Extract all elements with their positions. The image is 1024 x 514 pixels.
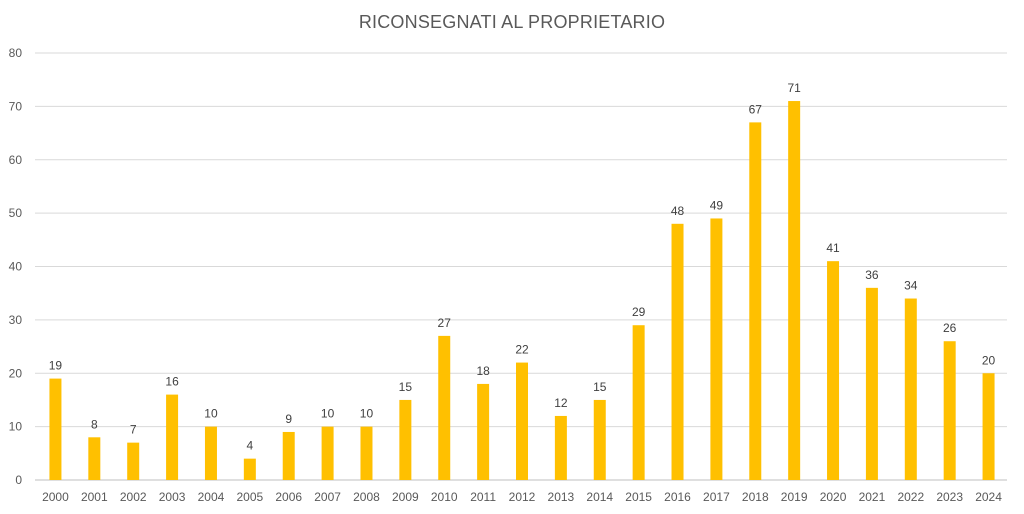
data-label: 9	[285, 412, 292, 426]
y-tick-label: 0	[15, 473, 22, 487]
data-label: 12	[554, 396, 568, 410]
x-tick-label: 2014	[586, 490, 613, 504]
data-label: 10	[360, 407, 374, 421]
x-tick-label: 2009	[392, 490, 419, 504]
x-tick-label: 2021	[859, 490, 886, 504]
x-tick-label: 2002	[120, 490, 147, 504]
bar	[593, 399, 606, 480]
bar	[632, 325, 645, 480]
data-label: 20	[982, 353, 996, 367]
data-label: 67	[749, 102, 763, 116]
data-label: 26	[943, 321, 957, 335]
bar	[127, 442, 140, 480]
y-tick-label: 80	[9, 46, 23, 60]
x-tick-label: 2005	[236, 490, 263, 504]
bar	[671, 223, 684, 481]
x-tick-label: 2000	[42, 490, 69, 504]
bar	[943, 341, 956, 480]
data-label: 48	[671, 204, 685, 218]
bar	[710, 218, 723, 480]
x-tick-label: 2020	[820, 490, 847, 504]
data-label: 10	[321, 407, 335, 421]
data-label: 29	[632, 305, 646, 319]
bar	[477, 383, 490, 480]
y-tick-label: 60	[9, 153, 23, 167]
bar	[749, 122, 762, 480]
bar	[204, 426, 217, 480]
x-tick-label: 2008	[353, 490, 380, 504]
y-tick-label: 70	[9, 99, 23, 113]
x-tick-label: 2016	[664, 490, 691, 504]
data-label: 27	[438, 316, 452, 330]
x-tick-label: 2013	[548, 490, 575, 504]
bar	[243, 458, 256, 480]
data-label: 8	[91, 417, 98, 431]
data-label: 15	[399, 380, 413, 394]
bar	[982, 373, 995, 480]
data-label: 22	[515, 343, 529, 357]
x-tick-label: 2023	[936, 490, 963, 504]
y-tick-label: 40	[9, 260, 23, 274]
y-tick-label: 10	[9, 420, 23, 434]
chart-title: RICONSEGNATI AL PROPRIETARIO	[358, 12, 666, 32]
data-label: 34	[904, 279, 918, 293]
x-tick-label: 2006	[275, 490, 302, 504]
y-tick-label: 30	[9, 313, 23, 327]
data-label: 4	[246, 439, 253, 453]
bar	[516, 362, 528, 480]
data-label: 41	[826, 241, 840, 255]
data-label: 19	[49, 359, 63, 373]
y-tick-label: 20	[9, 366, 23, 380]
x-tick-label: 2017	[703, 490, 730, 504]
data-label: 16	[165, 375, 179, 389]
bar	[49, 378, 62, 480]
x-tick-label: 2007	[314, 490, 341, 504]
x-tick-label: 2022	[897, 490, 924, 504]
bar	[904, 298, 917, 480]
x-tick-label: 2010	[431, 490, 458, 504]
bar	[166, 394, 179, 480]
x-tick-label: 2019	[781, 490, 808, 504]
data-label: 15	[593, 380, 607, 394]
bar	[399, 399, 412, 480]
x-tick-label: 2003	[159, 490, 186, 504]
x-tick-label: 2015	[625, 490, 652, 504]
bar	[360, 426, 373, 480]
data-label: 71	[787, 81, 801, 95]
x-tick-label: 2004	[198, 490, 225, 504]
bar	[788, 101, 801, 480]
x-tick-label: 2018	[742, 490, 769, 504]
bar	[865, 287, 878, 480]
bar	[282, 431, 295, 480]
x-tick-label: 2012	[509, 490, 536, 504]
bar	[827, 261, 840, 480]
bar	[88, 437, 101, 480]
data-label: 7	[130, 423, 137, 437]
x-tick-label: 2001	[81, 490, 108, 504]
data-label: 36	[865, 268, 879, 282]
bar	[438, 335, 451, 480]
y-tick-label: 50	[9, 206, 23, 220]
data-label: 49	[710, 198, 724, 212]
bar	[554, 415, 567, 480]
bar	[321, 426, 334, 480]
x-tick-label: 2011	[470, 490, 496, 504]
data-label: 10	[204, 407, 218, 421]
x-tick-label: 2024	[975, 490, 1002, 504]
data-label: 18	[476, 364, 490, 378]
